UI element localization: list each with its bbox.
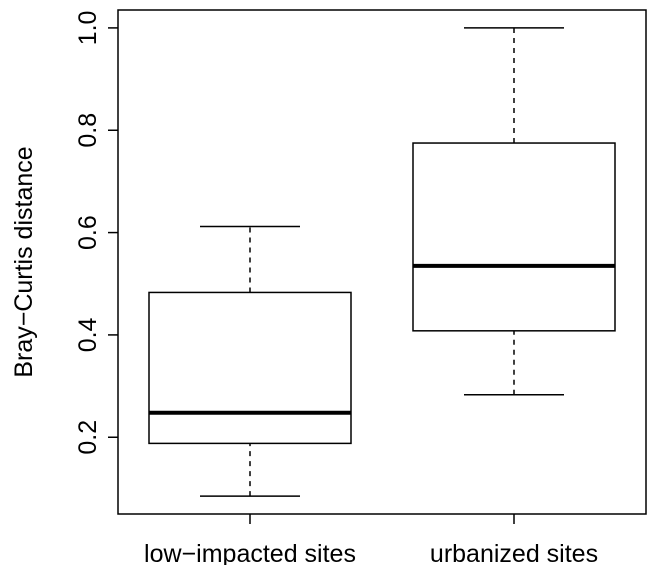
y-axis: 0.2 0.4 0.6 0.8 1.0 [74, 11, 118, 455]
y-tick-label: 0.2 [74, 420, 102, 455]
box-group [148, 225, 352, 497]
plot-frame [117, 9, 647, 515]
y-axis-title: Bray−Curtis distance [10, 146, 38, 377]
y-tick-label: 0.4 [74, 317, 102, 352]
iqr-box [412, 142, 616, 332]
plot-marks [148, 27, 616, 497]
iqr-box [148, 291, 352, 445]
x-axis: low−impacted sites urbanized sites [144, 514, 598, 565]
y-tick-label: 0.6 [74, 215, 102, 250]
box-group [412, 27, 616, 396]
x-tick-label: low−impacted sites [144, 540, 356, 565]
y-tick-label: 0.8 [74, 113, 102, 148]
x-tick-label: urbanized sites [430, 540, 598, 565]
y-tick-label: 1.0 [74, 11, 102, 46]
